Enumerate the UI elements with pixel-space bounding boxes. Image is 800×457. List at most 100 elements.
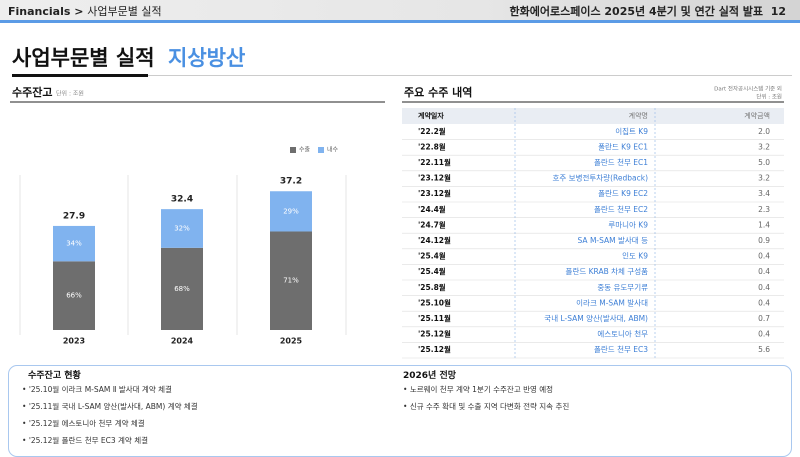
segment-label: 66% — [66, 292, 82, 300]
contract-name: 폴란드 K9 EC2 — [598, 188, 648, 198]
contract-amount: 0.7 — [758, 314, 770, 323]
contract-amount: 5.6 — [758, 345, 770, 354]
bar-segment — [270, 231, 312, 330]
notes-item-text: '25.11월 국내 L-SAM 양산(발사대, ABM) 계약 체결 — [28, 402, 198, 411]
contract-date: '25.12월 — [418, 344, 451, 354]
title-underline — [12, 74, 148, 77]
contract-name: 폴란드 천무 EC3 — [594, 344, 648, 354]
x-tick-label: 2024 — [171, 337, 194, 346]
notes-item: • '25.12월 폴란드 천무 EC3 계약 체결 — [22, 435, 148, 446]
segment-label: 68% — [174, 285, 190, 293]
top-bar — [0, 0, 800, 20]
contract-name: 에스토니아 천무 — [597, 329, 648, 339]
total-label: 32.4 — [171, 195, 193, 205]
segment-label: 34% — [66, 240, 82, 248]
bar-segment — [270, 191, 312, 232]
notes-item-text: 신규 수주 확대 및 수출 지역 다변화 전략 지속 추진 — [409, 402, 570, 411]
contract-amount: 5.0 — [758, 158, 770, 167]
notes-item-text: '25.12월 에스토니아 천무 계약 체결 — [28, 419, 145, 428]
segment-label: 71% — [283, 277, 299, 285]
contract-date: '23.12월 — [418, 188, 451, 198]
contract-amount: 0.4 — [758, 330, 770, 339]
report: 한화에어로스페이스 2025년 4분기 및 연간 실적 발표 — [509, 5, 764, 18]
breadcrumb: Financials > 사업부문별 실적 — [8, 5, 162, 18]
notes-item: • 신규 수주 확대 및 수출 지역 다변화 전략 지속 추진 — [403, 401, 569, 412]
bullet: • — [22, 419, 29, 428]
contract-name: SA M-SAM 발사대 등 — [578, 236, 649, 245]
notes-item-text: '25.12월 폴란드 천무 EC3 계약 체결 — [28, 436, 149, 445]
contract-name: 국내 L-SAM 양산(발사대, ABM) — [544, 313, 648, 323]
contract-name: 폴란드 천무 EC1 — [594, 157, 648, 167]
notes-item: • '25.10월 이라크 M-SAM Ⅱ 발사대 계약 체결 — [22, 384, 172, 395]
bar-segment — [161, 209, 203, 248]
contract-date: '25.12월 — [418, 329, 451, 339]
subsection: 사업부문별 실적 — [87, 5, 162, 18]
title-rule — [148, 75, 792, 76]
contract-name: 중동 유도무기류 — [597, 283, 648, 292]
bullet: • — [22, 385, 29, 394]
notes-item: • '25.11월 국내 L-SAM 양산(발사대, ABM) 계약 체결 — [22, 401, 198, 412]
bullet: • — [22, 402, 29, 411]
legend-label: 수출 — [299, 146, 311, 154]
contract-name: 호주 보병전투차량(Redback) — [552, 173, 648, 183]
chart-unit: 단위 : 조원 — [56, 90, 84, 98]
contract-date: '24.4월 — [418, 204, 446, 214]
contract-amount: 2.3 — [758, 205, 770, 214]
contract-date: '22.2월 — [418, 126, 446, 136]
legend-swatch — [290, 147, 296, 153]
legend-swatch — [318, 147, 324, 153]
table: 주요 수주 내역 Dart 전자공시시스템 기준 외 단위 : 조원 계약일자 계… — [402, 85, 784, 359]
notes-item: • 노르웨이 천무 계약 1분기 수주잔고 반영 예정 — [403, 384, 553, 395]
bullet: • — [22, 436, 29, 445]
x-tick-label: 2023 — [63, 337, 85, 346]
column-header: 계약명 — [629, 111, 648, 120]
contract-amount: 0.4 — [758, 252, 770, 261]
contract-date: '25.11월 — [418, 313, 451, 323]
contract-amount: 3.2 — [758, 142, 770, 151]
table-source: Dart 전자공시시스템 기준 외 — [714, 85, 782, 93]
total-label: 37.2 — [280, 177, 302, 187]
contract-amount: 1.4 — [758, 220, 770, 229]
contract-date: '23.12월 — [418, 173, 451, 183]
contract-date: '25.8월 — [418, 282, 446, 292]
contract-name: 이라크 M-SAM 발사대 — [576, 297, 648, 307]
column-header: 계약일자 — [418, 111, 444, 120]
notes-item-text: 노르웨이 천무 계약 1분기 수주잔고 반영 예정 — [409, 385, 554, 394]
contract-amount: 3.4 — [758, 189, 770, 198]
contract-name: 인도 K9 — [622, 251, 648, 261]
contract-date: '25.10월 — [418, 297, 451, 307]
contract-date: '22.8월 — [418, 141, 446, 151]
bar-segment — [161, 247, 203, 330]
bar-segment — [53, 225, 95, 262]
table-header-bg — [402, 108, 784, 124]
bullet: • — [403, 385, 410, 394]
table-unit: 단위 : 조원 — [756, 93, 782, 101]
contract-name: 폴란드 K9 EC1 — [598, 141, 648, 151]
x-tick-label: 2025 — [280, 337, 303, 346]
contract-date: '22.11월 — [418, 157, 451, 167]
contract-amount: 0.4 — [758, 267, 770, 276]
bullet: • — [403, 402, 410, 411]
contract-amount: 0.4 — [758, 298, 770, 307]
column-header: 계약금액 — [744, 111, 770, 120]
contract-amount: 2.0 — [758, 127, 770, 136]
contract-amount: 0.4 — [758, 283, 770, 292]
segment-label: 32% — [174, 224, 190, 232]
segment-label: 29% — [283, 207, 299, 215]
contract-name: 이집트 K9 — [615, 126, 648, 136]
chart: 수주잔고 단위 : 조원 수출 내수 66% 34% 27.9 2023 68% 32% 32.… — [10, 85, 385, 346]
legend-label: 내수 — [327, 146, 339, 154]
top-rule — [0, 20, 800, 23]
notes-item-text: '25.10월 이라크 M-SAM Ⅱ 발사대 계약 체결 — [28, 385, 172, 394]
table-title: 주요 수주 내역 — [404, 85, 472, 99]
section: Financials — [8, 5, 71, 18]
contract-date: '25.4월 — [418, 251, 446, 261]
page-number: 12 — [770, 5, 786, 18]
total-label: 27.9 — [63, 211, 85, 221]
chart-title: 수주잔고 — [12, 85, 52, 99]
notes-title: 2026년 전망 — [403, 371, 457, 381]
notes-item: • '25.12월 에스토니아 천무 계약 체결 — [22, 418, 145, 429]
contract-date: '24.12월 — [418, 235, 451, 245]
contract-amount: 3.2 — [758, 174, 770, 183]
